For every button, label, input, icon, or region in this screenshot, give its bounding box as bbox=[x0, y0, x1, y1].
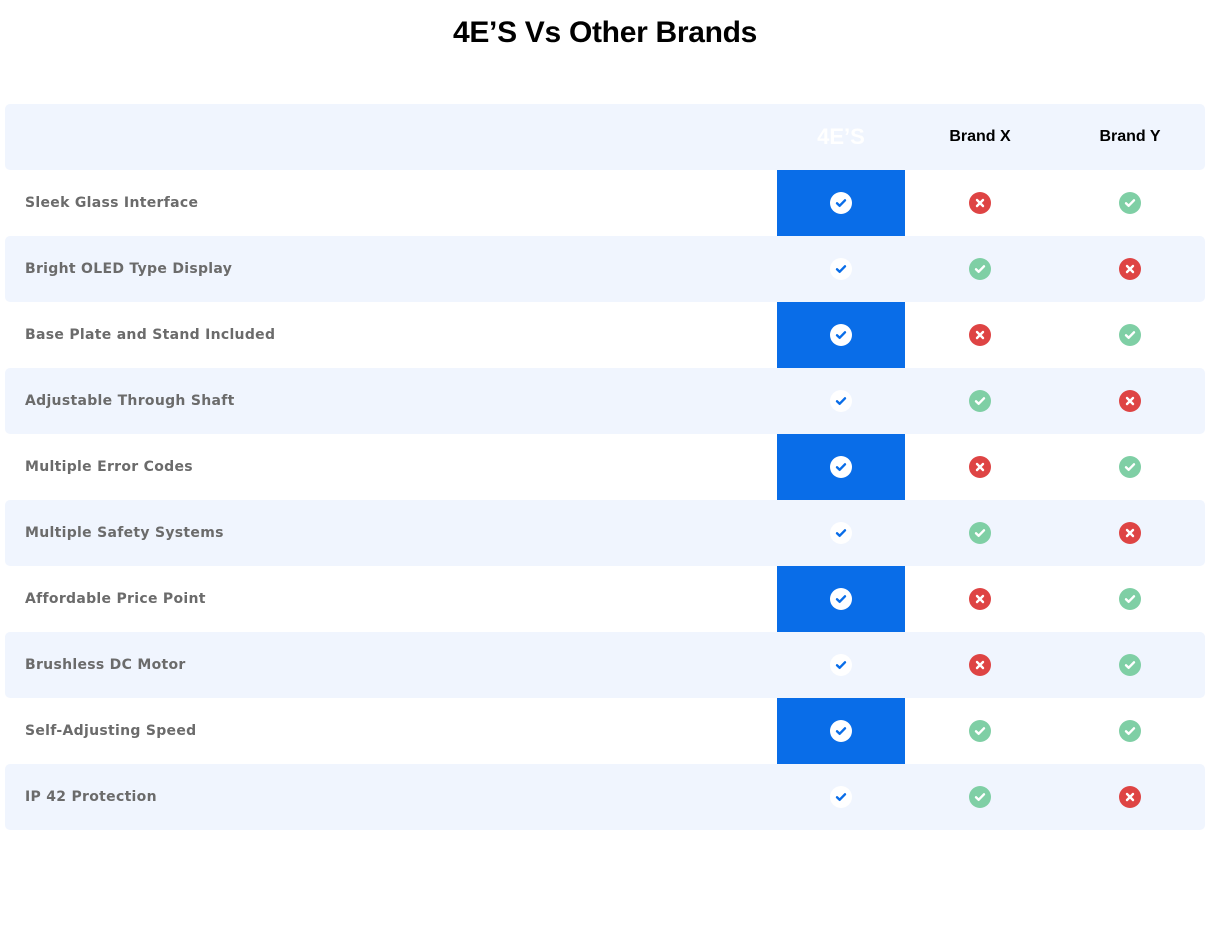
cross-icon bbox=[969, 456, 991, 478]
cross-icon bbox=[969, 192, 991, 214]
cross-icon bbox=[1119, 390, 1141, 412]
table-cell bbox=[1055, 566, 1205, 632]
table-cell bbox=[905, 566, 1055, 632]
table-row: Self-Adjusting Speed bbox=[5, 698, 1205, 764]
table-cell bbox=[777, 302, 905, 368]
check-icon bbox=[969, 258, 991, 280]
table-cell bbox=[905, 500, 1055, 566]
table-row: Multiple Error Codes bbox=[5, 434, 1205, 500]
table-row: Brushless DC Motor bbox=[5, 632, 1205, 698]
table-cell bbox=[777, 368, 905, 434]
feature-label: Base Plate and Stand Included bbox=[25, 327, 276, 343]
table-cell bbox=[777, 434, 905, 500]
feature-label: Sleek Glass Interface bbox=[25, 195, 199, 211]
table-row: Affordable Price Point bbox=[5, 566, 1205, 632]
table-cell bbox=[777, 170, 905, 236]
table-row: Bright OLED Type Display bbox=[5, 236, 1205, 302]
table-cell bbox=[777, 764, 905, 830]
cross-icon bbox=[969, 588, 991, 610]
table-cell bbox=[1055, 302, 1205, 368]
check-icon bbox=[969, 786, 991, 808]
cross-icon bbox=[969, 654, 991, 676]
table-row: Sleek Glass Interface bbox=[5, 170, 1205, 236]
check-icon bbox=[1119, 324, 1141, 346]
column-header-brand-y: Brand Y bbox=[1099, 128, 1161, 145]
table-row: IP 42 Protection bbox=[5, 764, 1205, 830]
table-cell bbox=[1055, 170, 1205, 236]
header-row: 4E’S Brand X Brand Y bbox=[5, 104, 1205, 170]
table-cell bbox=[777, 698, 905, 764]
feature-label: Adjustable Through Shaft bbox=[25, 393, 235, 409]
check-icon bbox=[830, 324, 852, 346]
check-icon bbox=[1119, 654, 1141, 676]
check-icon bbox=[830, 456, 852, 478]
table-cell bbox=[777, 236, 905, 302]
table-cell bbox=[777, 566, 905, 632]
table-cell bbox=[1055, 236, 1205, 302]
column-header-brand-x: Brand X bbox=[949, 128, 1011, 145]
table-cell bbox=[1055, 764, 1205, 830]
table-cell bbox=[905, 302, 1055, 368]
table-cell bbox=[905, 434, 1055, 500]
table-row: Adjustable Through Shaft bbox=[5, 368, 1205, 434]
check-icon bbox=[830, 522, 852, 544]
check-icon bbox=[830, 786, 852, 808]
check-icon bbox=[969, 522, 991, 544]
cross-icon bbox=[1119, 258, 1141, 280]
table-cell bbox=[1055, 500, 1205, 566]
feature-label: Affordable Price Point bbox=[25, 591, 206, 607]
table-row: Base Plate and Stand Included bbox=[5, 302, 1205, 368]
page-title: 4E’S Vs Other Brands bbox=[452, 16, 758, 49]
check-icon bbox=[830, 654, 852, 676]
check-icon bbox=[969, 720, 991, 742]
check-icon bbox=[969, 390, 991, 412]
cross-icon bbox=[1119, 786, 1141, 808]
table-cell bbox=[905, 236, 1055, 302]
table-cell bbox=[905, 632, 1055, 698]
feature-label: Bright OLED Type Display bbox=[25, 261, 233, 277]
table-cell bbox=[1055, 632, 1205, 698]
cross-icon bbox=[1119, 522, 1141, 544]
feature-label: Brushless DC Motor bbox=[25, 657, 186, 673]
table-cell bbox=[1055, 434, 1205, 500]
check-icon bbox=[830, 258, 852, 280]
comparison-table: 4E’S Brand X Brand Y Sleek Glass Interfa… bbox=[5, 104, 1205, 830]
feature-label: Multiple Safety Systems bbox=[25, 525, 224, 541]
table-cell bbox=[905, 698, 1055, 764]
table-cell bbox=[1055, 368, 1205, 434]
check-icon bbox=[1119, 720, 1141, 742]
table-cell bbox=[905, 764, 1055, 830]
feature-label: IP 42 Protection bbox=[25, 789, 157, 805]
table-cell bbox=[777, 500, 905, 566]
check-icon bbox=[830, 720, 852, 742]
check-icon bbox=[830, 390, 852, 412]
column-header-4es: 4E’S bbox=[817, 124, 865, 149]
check-icon bbox=[1119, 192, 1141, 214]
table-cell bbox=[905, 368, 1055, 434]
table-cell bbox=[905, 170, 1055, 236]
table-row: Multiple Safety Systems bbox=[5, 500, 1205, 566]
check-icon bbox=[1119, 456, 1141, 478]
table-cell bbox=[1055, 698, 1205, 764]
check-icon bbox=[1119, 588, 1141, 610]
feature-label: Self-Adjusting Speed bbox=[25, 723, 197, 739]
check-icon bbox=[830, 588, 852, 610]
check-icon bbox=[830, 192, 852, 214]
table-cell bbox=[777, 632, 905, 698]
cross-icon bbox=[969, 324, 991, 346]
feature-label: Multiple Error Codes bbox=[25, 459, 193, 475]
